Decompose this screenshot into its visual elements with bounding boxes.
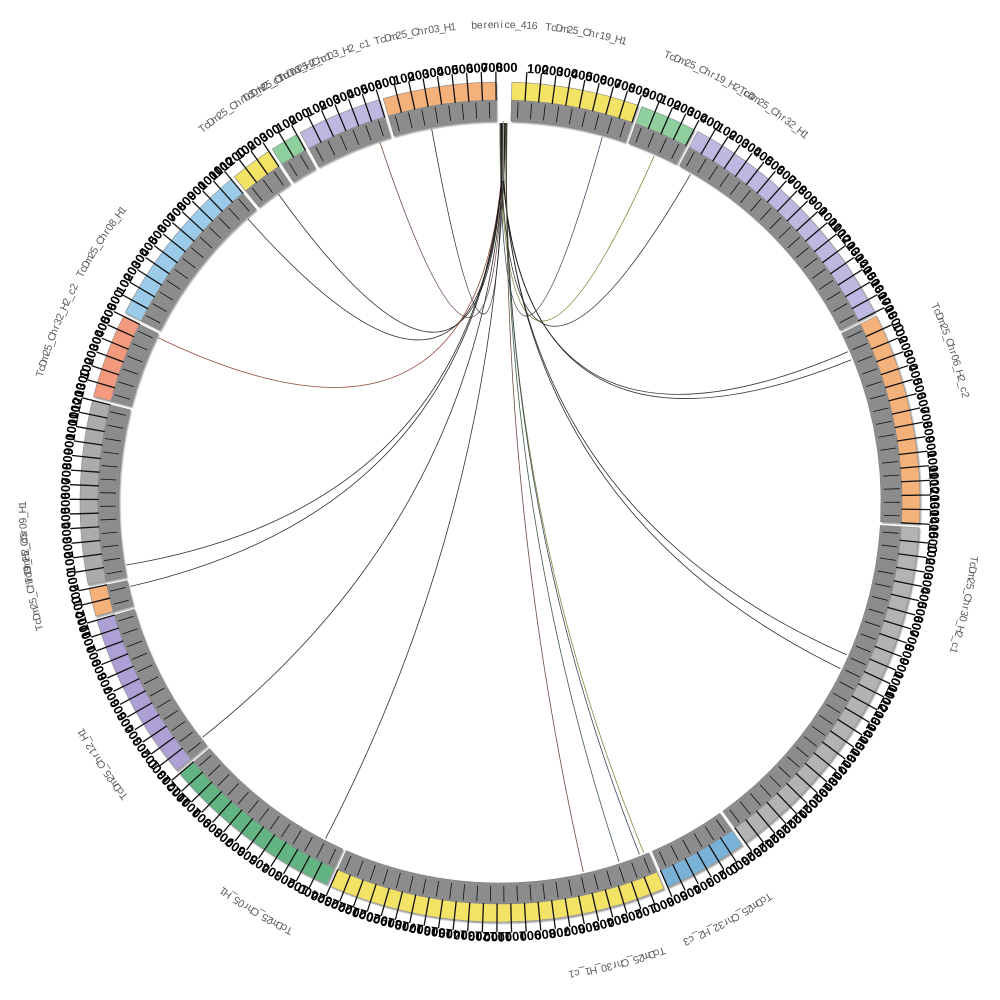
svg-text:h: h <box>18 534 30 541</box>
svg-text:e: e <box>477 19 484 31</box>
svg-text:n: n <box>493 19 499 31</box>
svg-text:6: 6 <box>531 20 538 32</box>
svg-text:i: i <box>501 19 503 31</box>
svg-text:800: 800 <box>496 60 518 75</box>
svg-text:1: 1 <box>17 501 29 507</box>
